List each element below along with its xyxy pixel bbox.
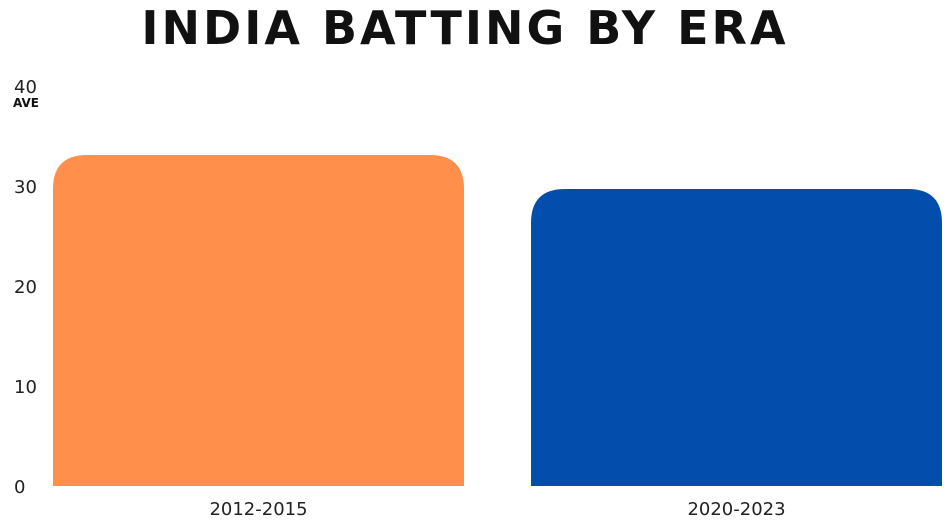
y-tick-label: 10: [14, 377, 37, 398]
bars: [53, 155, 942, 486]
y-tick-label: 20: [14, 277, 37, 298]
chart-title: INDIA BATTING BY ERA: [141, 1, 789, 55]
bar-2020-2023: [531, 189, 942, 486]
bar-2012-2015: [53, 155, 464, 486]
y-axis-label: AVE: [13, 96, 39, 110]
y-tick-label: 30: [14, 177, 37, 198]
y-tick-label: 0: [14, 477, 25, 498]
y-tick-label: 40: [14, 77, 37, 98]
x-category-label: 2020-2023: [687, 499, 785, 520]
y-axis-ticks: 0 10 20 30 40: [14, 77, 37, 498]
x-axis-categories: 2012-2015 2020-2023: [209, 499, 785, 520]
x-category-label: 2012-2015: [209, 499, 307, 520]
